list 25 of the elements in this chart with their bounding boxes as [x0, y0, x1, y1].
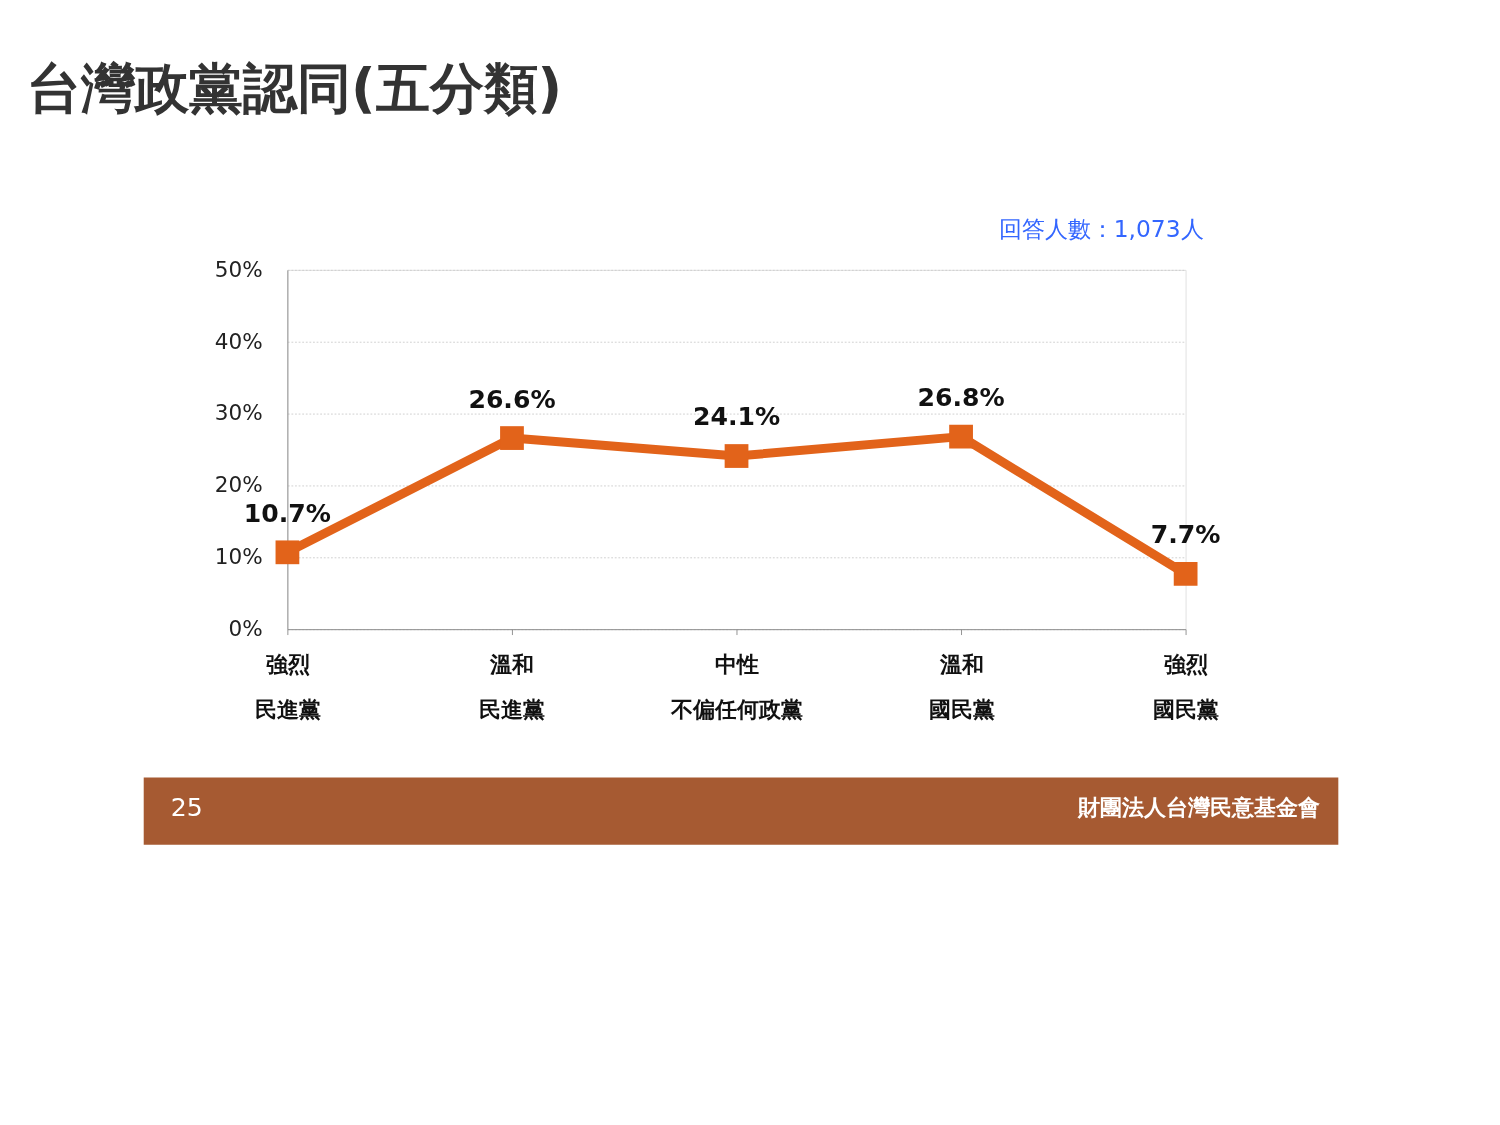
- text: 25: [170, 793, 203, 823]
- point: [1173, 561, 1198, 586]
- x-tick-label: 溫和國民黨: [928, 651, 995, 722]
- x-tick-label: 強烈國民黨: [1153, 651, 1220, 722]
- point: [500, 426, 524, 450]
- text: 26.8%: [917, 383, 1005, 413]
- point: [275, 540, 300, 565]
- y-tick-label: 0%: [228, 615, 263, 641]
- chart-title: 台灣政黨認同(五分類): [26, 57, 563, 121]
- y-tick-label: 30%: [214, 400, 263, 426]
- text: 26.6%: [468, 384, 556, 414]
- text: 回答人數：1,073人: [998, 214, 1204, 243]
- y-tick-label: 40%: [214, 328, 263, 354]
- text: 財團法人台灣民意基金會: [1077, 795, 1321, 821]
- text: 10.7%: [243, 498, 332, 528]
- y-tick-label: 10%: [214, 544, 263, 570]
- text: 7.7%: [1150, 520, 1221, 550]
- x-tick-label: 溫和民進黨: [479, 651, 546, 722]
- y-tick-label: 50%: [214, 256, 263, 282]
- point: [949, 424, 973, 449]
- x-tick-label: 強烈民進黨: [254, 651, 321, 722]
- x-tick-label: 中性不偏任何政黨: [669, 651, 803, 722]
- text: 24.1%: [692, 402, 781, 432]
- y-tick-label: 20%: [214, 472, 263, 498]
- point: [724, 444, 749, 468]
